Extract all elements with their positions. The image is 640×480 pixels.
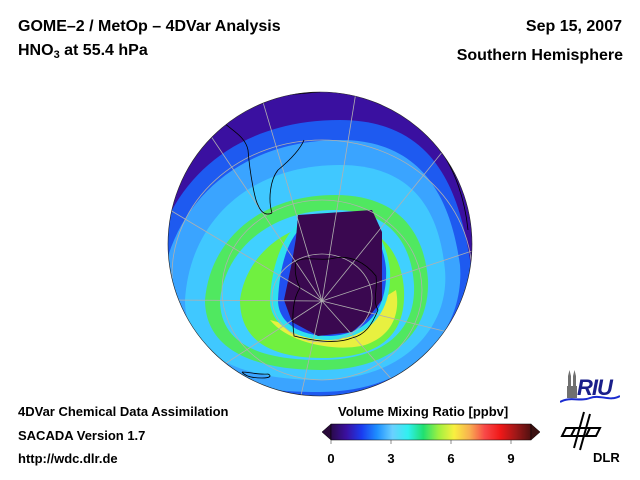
globe-outline [167,91,473,397]
colorbar-tick-label: 0 [327,451,335,466]
colorbar-tick-label: 3 [387,451,395,466]
species-subscript: 3 [53,49,60,61]
credit-version: SACADA Version 1.7 [18,428,146,443]
credit-url[interactable]: http://wdc.dlr.de [18,451,118,466]
colorbar-title: Volume Mixing Ratio [ppbv] [338,404,509,419]
colorbar-tick-label: 6 [447,451,455,466]
dlr-emblem-icon [560,411,602,451]
date-label: Sep 15, 2007 [525,18,622,35]
graticule [168,92,472,396]
species-name: HNO [18,42,54,59]
riu-logo [560,370,620,403]
dlr-logo [560,411,602,451]
river-wave [560,395,620,403]
antarctica-coast [292,256,379,342]
pressure-level: at 55.4 hPa [59,42,148,59]
colorbar-tick-label: 9 [507,451,515,466]
map-title: GOME–2 / MetOp – 4DVar Analysis [18,18,281,35]
cathedral-icon [567,370,577,398]
region-label: Southern Hemisphere [456,47,623,64]
species-level-label: HNO3 at 55.4 hPa [18,42,148,61]
riu-logo-text: RIU [577,375,613,400]
polar-vortex [284,210,382,336]
dlr-logo-text: DLR [593,450,620,465]
new-zealand-coast [241,371,271,379]
credit-assimilation: 4DVar Chemical Data Assimilation [18,404,229,419]
